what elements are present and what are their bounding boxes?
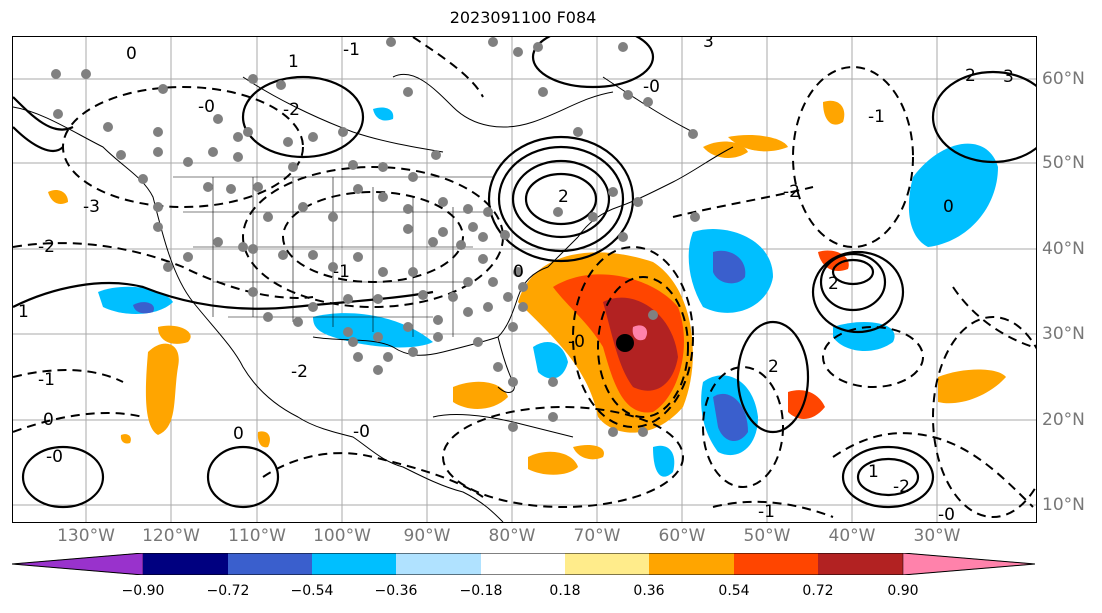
graticule [13, 37, 1036, 522]
longitude-label: 130°W [57, 526, 115, 546]
longitude-label: 50°W [743, 526, 791, 546]
colorbar-tick: −0.90 [121, 583, 165, 599]
longitude-label: 110°W [228, 526, 286, 546]
longitude-label: 70°W [573, 526, 621, 546]
colorbar-tick: 0.90 [887, 583, 919, 599]
contour-label: 3 [1003, 67, 1014, 87]
contour-label: 0 [943, 197, 954, 217]
colorbar-tick: −0.36 [374, 583, 418, 599]
contour-label: -0 [46, 447, 63, 467]
contour-label: -3 [83, 197, 100, 217]
solid-contours [13, 37, 1036, 509]
contour-label: 1 [18, 302, 29, 322]
colorbar-swatch [565, 553, 649, 575]
contour-label: -2 [893, 477, 910, 497]
contour-label: 0 [126, 44, 137, 64]
colorbar-swatch [12, 553, 144, 575]
colorbar-tick: 0.54 [718, 583, 750, 599]
contour-label: -1 [38, 370, 55, 390]
contour-label: 2 [828, 274, 839, 294]
contour-label: -0 [568, 332, 585, 352]
colorbar-swatch [143, 553, 228, 575]
contour-label: 3 [703, 37, 714, 52]
contour-label: 0 [233, 424, 244, 444]
latitude-label: 20°N [1042, 410, 1085, 430]
contour-label: 2 [965, 66, 976, 86]
contour-label: -0 [198, 97, 215, 117]
colorbar-swatch [649, 553, 734, 575]
contour-label: 2 [768, 357, 779, 377]
colorbar [12, 553, 1035, 575]
contour-label: -2 [291, 362, 308, 382]
colorbar-swatch [396, 553, 481, 575]
contour-label: -0 [643, 77, 660, 97]
colorbar-swatch [818, 553, 903, 575]
contour-label: -2 [38, 237, 55, 257]
colorbar-swatch [734, 553, 818, 575]
contour-label: -1 [868, 107, 885, 127]
longitude-label: 30°W [913, 526, 961, 546]
longitude-label: 90°W [403, 526, 451, 546]
colorbar-swatch [228, 553, 312, 575]
latitude-label: 40°N [1042, 239, 1085, 259]
longitude-label: 60°W [658, 526, 706, 546]
colorbar-tick: 0.72 [802, 583, 834, 599]
contour-label: 2 [558, 187, 569, 207]
contour-label: 1 [288, 52, 299, 72]
contour-label: -2 [783, 182, 800, 202]
longitude-label: 40°W [828, 526, 876, 546]
map-title: 2023091100 F084 [449, 8, 597, 27]
latitude-label: 30°N [1042, 324, 1085, 344]
colorbar-swatch [481, 553, 565, 575]
colorbar-swatch [312, 553, 396, 575]
contour-label: -2 [283, 100, 300, 120]
anomaly-shading [48, 100, 1006, 477]
map-canvas: 0 -1 -2 1 2 3 -0 -0 -2 2 1 -1 0 -1 0 -0 … [13, 37, 1036, 522]
latitude-label: 50°N [1042, 153, 1085, 173]
contour-label: -1 [343, 40, 360, 60]
contour-label: -0 [938, 505, 955, 522]
longitude-label: 120°W [142, 526, 200, 546]
longitude-label: 80°W [488, 526, 536, 546]
latitude-label: 60°N [1042, 69, 1085, 89]
contour-label: -1 [333, 262, 350, 282]
contour-label: 0 [43, 410, 54, 430]
longitude-label: 100°W [313, 526, 371, 546]
contour-label-layer: 0 -1 -2 1 2 3 -0 -0 -2 2 1 -1 0 -1 0 -0 … [18, 37, 1014, 522]
colorbar-swatch [902, 553, 1035, 575]
latitude-label: 10°N [1042, 495, 1085, 515]
colorbar-tick: 0.36 [633, 583, 665, 599]
colorbar-tick: −0.18 [459, 583, 503, 599]
colorbar-tick: −0.72 [206, 583, 250, 599]
contour-label: 0 [513, 262, 524, 282]
station-markers [51, 37, 700, 437]
contour-label: 1 [868, 462, 879, 482]
contour-label: -0 [353, 422, 370, 442]
colorbar-tick: −0.54 [290, 583, 334, 599]
map-panel: 0 -1 -2 1 2 3 -0 -0 -2 2 1 -1 0 -1 0 -0 … [12, 36, 1037, 523]
contour-label: -1 [758, 502, 775, 522]
storm-center-marker [616, 334, 634, 352]
colorbar-tick: 0.18 [549, 583, 581, 599]
